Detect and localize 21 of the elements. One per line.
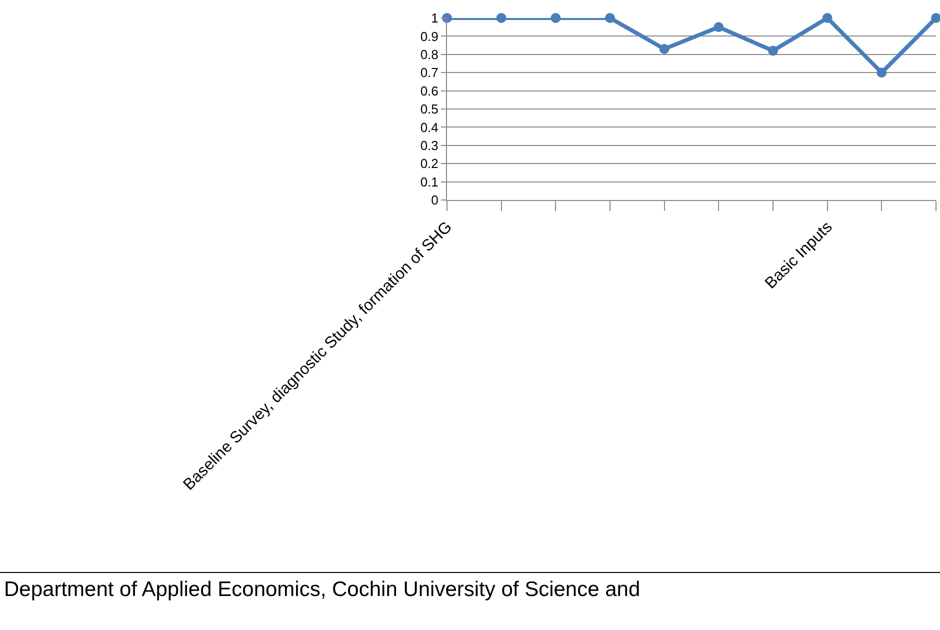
point [605, 13, 615, 23]
point [931, 13, 940, 23]
point [496, 13, 506, 23]
y-tick-label: 1 [431, 10, 438, 26]
y-tick-label: 0 [431, 192, 438, 208]
y-tick-label: 0.3 [420, 138, 438, 153]
y-tick-label: 0.6 [420, 83, 438, 98]
y-tick-label: 0.1 [420, 174, 438, 190]
y-tick-label: 0.7 [420, 65, 438, 80]
y-tick-label: 0.9 [420, 28, 438, 44]
point [876, 68, 887, 78]
point [714, 22, 724, 32]
y-tick-label: 0.4 [420, 120, 438, 135]
text: Department of Applied Economics, Cochin University of Science and [4, 578, 640, 602]
y-tick-label: 0.2 [420, 156, 438, 172]
y-tick-label: 0.5 [420, 102, 438, 117]
point [550, 13, 561, 23]
y-tick-label: 0.8 [420, 46, 438, 62]
point [659, 44, 670, 54]
point [822, 13, 832, 23]
point [768, 46, 778, 56]
